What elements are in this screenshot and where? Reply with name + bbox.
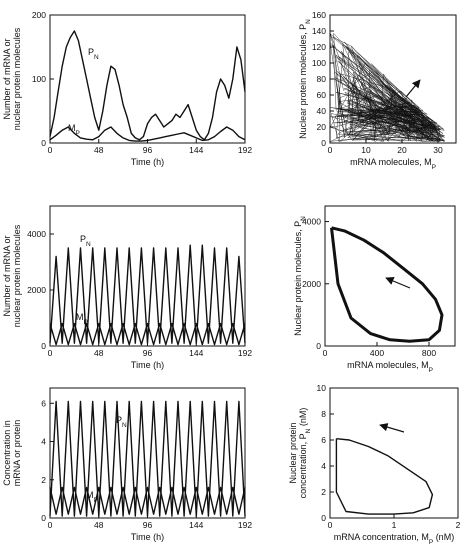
y-tick-label: 40 (317, 106, 327, 116)
y-axis-label: Nuclear protein molecules, PN (298, 19, 312, 139)
panel-1: 0 48 96 144 192 0 100 200 Time (h) Number of mRNA… (2, 10, 252, 167)
direction-arrow (379, 423, 405, 433)
series-annotation: PN (88, 47, 99, 61)
x-tick-label: 192 (238, 348, 252, 358)
x-tick-label: 0 (48, 145, 53, 155)
y-tick-label: 10 (317, 383, 327, 393)
trajectory (329, 23, 445, 142)
y-tick-label: 200 (32, 10, 46, 20)
plot-frame (329, 387, 459, 519)
x-tick-label: 10 (361, 145, 371, 155)
x-tick-label: 144 (189, 348, 203, 358)
y-tick-label: 100 (32, 74, 46, 84)
y-axis-label: mRNA or protein (12, 420, 22, 487)
x-tick-label: 0 (48, 520, 53, 530)
y-tick-label: 140 (312, 26, 326, 36)
y-tick-label: 2 (321, 487, 326, 497)
series-line-1 (330, 226, 444, 343)
x-tick-label: 144 (189, 145, 203, 155)
y-tick-label: 0 (41, 341, 46, 351)
x-axis-label: Time (h) (131, 532, 164, 542)
y-tick-label: 0 (316, 341, 321, 351)
panel-2: 0 10 20 30 0 20 40 60 80 100 120 140 160 mRNA molecul… (298, 10, 457, 171)
x-axis-label: mRNA concentration, MP (nM) (334, 532, 454, 546)
y-tick-label: 160 (312, 10, 326, 20)
y-tick-label: 8 (321, 409, 326, 419)
x-tick-label: 96 (143, 348, 153, 358)
y-tick-label: 2000 (302, 279, 321, 289)
x-axis-label: mRNA molecules, MP (347, 360, 433, 374)
panel-5: 0 48 96 144 192 0 2 4 6 Time (h) Concentration in m… (2, 387, 252, 542)
y-axis-label: Number of mRNA or (2, 235, 12, 316)
x-tick-label: 20 (397, 145, 407, 155)
series-annotation: PN (80, 234, 91, 248)
y-tick-label: 4 (41, 437, 46, 447)
y-tick-label: 80 (317, 74, 327, 84)
y-axis-label: Number of mRNA or (2, 38, 12, 119)
x-tick-label: 800 (422, 348, 436, 358)
y-tick-label: 120 (312, 42, 326, 52)
series-line-1 (49, 30, 246, 141)
y-tick-label: 4 (321, 461, 326, 471)
x-tick-label: 144 (189, 520, 203, 530)
y-tick-label: 100 (312, 58, 326, 68)
panel-4: 0 400 800 0 2000 4000 mRNA molecules, MP Nuclea… (293, 205, 456, 374)
series-annotation: MP (68, 123, 80, 137)
series-line-2 (49, 126, 246, 142)
x-tick-label: 96 (143, 520, 153, 530)
y-axis-label: Concentration in (2, 420, 12, 486)
x-tick-label: 48 (94, 348, 104, 358)
x-tick-label: 0 (48, 348, 53, 358)
panel-6: 0 1 2 0 2 4 6 8 10 mRNA concentration, MP (nM) Nuc… (288, 383, 461, 546)
y-tick-label: 6 (321, 435, 326, 445)
y-tick-label: 2000 (27, 285, 46, 295)
direction-arrow (385, 277, 411, 289)
series-annotation: PN (116, 415, 127, 429)
y-tick-label: 6 (41, 398, 46, 408)
series-annotation: MP (76, 312, 88, 326)
y-axis-label: Nuclear protein (288, 422, 298, 483)
y-tick-label: 20 (317, 122, 327, 132)
y-axis-label: Nuclear protein molecules, PN (293, 216, 307, 336)
x-axis-label: mRNA molecules, MP (350, 157, 436, 171)
plot-frame (49, 387, 246, 519)
direction-arrow (405, 79, 421, 98)
series-line-1 (49, 244, 246, 344)
series-line-1 (49, 400, 246, 517)
series-line-2 (49, 486, 246, 515)
y-tick-label: 0 (321, 138, 326, 148)
y-axis-label: concentration, PN (nM) (298, 408, 312, 499)
x-tick-label: 2 (456, 520, 461, 530)
x-tick-label: 0 (328, 145, 333, 155)
x-tick-label: 48 (94, 145, 104, 155)
y-tick-label: 4000 (302, 217, 321, 227)
x-tick-label: 0 (328, 520, 333, 530)
x-tick-label: 30 (433, 145, 443, 155)
series-annotation: MP (86, 490, 98, 504)
x-axis-label: Time (h) (131, 157, 164, 167)
x-tick-label: 400 (370, 348, 384, 358)
y-tick-label: 60 (317, 90, 327, 100)
y-axis-label: nuclear protein molecules (12, 224, 22, 327)
x-tick-label: 0 (323, 348, 328, 358)
y-tick-label: 0 (41, 138, 46, 148)
y-axis-label: nuclear protein molecules (12, 27, 22, 130)
series-line-1 (335, 438, 434, 515)
series-line-2 (49, 322, 246, 346)
x-axis-label: Time (h) (131, 360, 164, 370)
x-tick-label: 192 (238, 520, 252, 530)
y-tick-label: 2 (41, 475, 46, 485)
panel-3: 0 48 96 144 192 0 2000 4000 Time (h) Number of mR… (2, 205, 252, 370)
plot-frame (324, 205, 456, 347)
y-tick-label: 0 (41, 513, 46, 523)
x-tick-label: 96 (143, 145, 153, 155)
x-tick-label: 48 (94, 520, 104, 530)
x-tick-label: 192 (238, 145, 252, 155)
x-tick-label: 1 (392, 520, 397, 530)
y-tick-label: 0 (321, 513, 326, 523)
y-tick-label: 4000 (27, 229, 46, 239)
